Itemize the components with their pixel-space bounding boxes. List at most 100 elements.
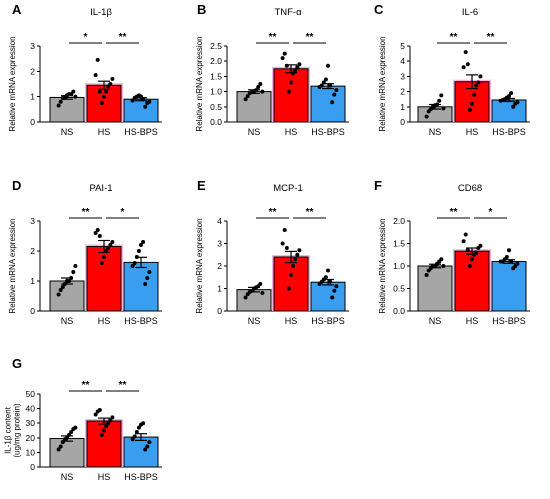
x-tick-label: HS [285,127,298,137]
data-point [334,88,339,93]
data-point [243,97,248,102]
data-point [243,295,248,300]
data-point [258,82,263,86]
significance-label: ** [119,380,127,391]
y-tick-label: 0 [30,117,35,127]
data-point [439,93,444,98]
bar-hs-bps [123,261,159,312]
data-point [467,107,472,112]
data-point [141,97,146,102]
data-point [321,80,326,85]
data-point [136,249,141,253]
data-point [289,273,293,277]
data-point [332,288,337,293]
data-point [293,68,298,73]
data-point [132,261,137,265]
data-point [463,232,468,237]
data-point [323,77,328,82]
y-tick-label: 0.0 [393,306,405,316]
bar-ns [417,265,453,312]
data-point [56,292,61,297]
data-point [60,440,65,445]
y-tick-label: 0 [30,306,35,316]
data-point [56,103,61,108]
data-point [293,257,298,262]
data-point [328,83,333,88]
bar-hs-bps [491,99,527,123]
y-tick-label: 30 [26,418,36,428]
data-point [441,106,446,111]
data-point [130,437,135,442]
data-point [99,261,104,265]
x-tick-label: HS-BPS [492,127,526,137]
y-tick-label: 0 [30,462,35,472]
x-tick-label: HS [98,472,111,482]
y-tick-label: 2.0 [210,56,222,66]
data-point [97,408,102,413]
data-point [62,282,67,286]
data-point [102,428,106,433]
significance-label: * [489,207,493,218]
data-point [147,440,152,445]
data-point [472,92,477,97]
data-point [73,264,78,268]
data-point [73,425,78,430]
data-point [282,228,287,232]
data-point [286,286,291,291]
data-point [504,255,509,259]
x-tick-label: NS [429,316,442,326]
data-point [424,273,429,277]
bar-hs-bps [123,436,159,468]
significance-label: * [84,32,88,43]
data-point [108,82,113,86]
y-tick-label: 50 [26,389,36,399]
data-point [465,248,470,253]
significance-label: ** [306,207,314,218]
data-point [474,83,479,88]
significance-label: ** [450,32,458,43]
data-point [326,268,330,273]
y-axis-label: Relative mRNA expression [195,218,204,313]
data-point [97,234,102,238]
y-tick-label: 1.0 [210,87,222,97]
y-tick-label: 2.0 [393,216,405,226]
data-point [134,255,139,259]
data-point [439,257,444,262]
data-point [289,80,293,85]
data-point [461,239,466,244]
data-point [65,435,69,440]
data-point [58,444,63,449]
y-tick-label: 20 [26,433,36,443]
data-point [297,248,302,253]
data-point [104,249,109,253]
chart-title: IL-6 [462,7,478,18]
y-tick-label: 3 [30,216,35,226]
data-point [332,92,337,97]
data-point [93,412,98,417]
data-point [470,101,474,106]
data-point [93,73,98,78]
x-tick-label: HS [98,127,111,137]
data-point [106,421,111,426]
data-point [147,270,152,274]
panel-e: E MCP-1 Relative mRNA expression 0 1 2 3 4 NS HS H… [195,178,349,326]
significance-label: ** [269,207,277,218]
data-point [286,89,291,94]
data-point [110,240,115,244]
y-axis-label: Relative mRNA expression [378,218,387,313]
chart-title: TNF-α [274,7,302,18]
y-tick-label: 3 [400,71,405,81]
y-tick-label: 4 [217,216,222,226]
y-tick-label: 0.5 [393,284,405,294]
data-point [136,425,141,430]
panel-letter: D [12,178,21,193]
data-point [465,62,470,67]
data-point [282,51,287,56]
y-tick-label: 1.5 [210,71,222,81]
data-point [319,83,324,88]
data-point [71,270,76,274]
panel-letter: B [197,2,206,17]
significance-label: ** [82,207,90,218]
data-point [507,94,511,99]
